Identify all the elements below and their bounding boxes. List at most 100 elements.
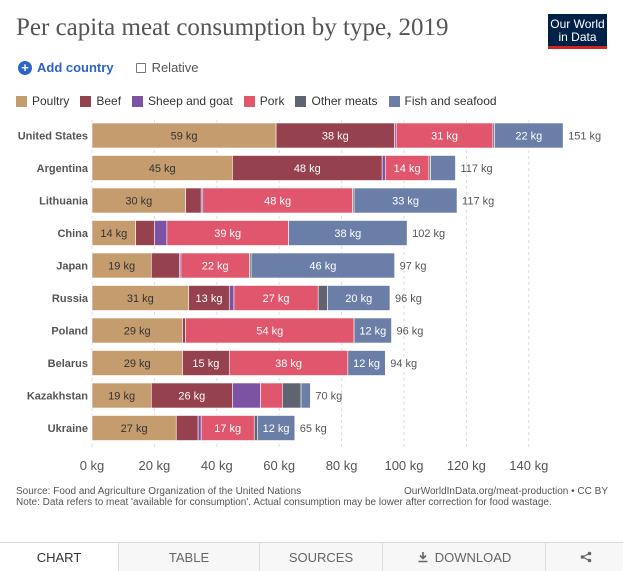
bar-segment	[347, 350, 386, 376]
bar-segment	[232, 155, 383, 181]
bar-segment	[253, 415, 258, 441]
tab-chart-label: CHART	[36, 549, 82, 565]
tab-table[interactable]: TABLE	[118, 543, 259, 571]
tab-sources[interactable]: SOURCES	[259, 543, 382, 571]
chart-footer: Source: Food and Agriculture Organizatio…	[16, 486, 608, 508]
bar-segment	[175, 415, 199, 441]
bar-segment	[288, 220, 408, 246]
data-label: 27 kg	[263, 293, 290, 305]
country-label: Poland	[51, 326, 88, 338]
bar-segment	[233, 285, 319, 311]
source-text: Source: Food and Agriculture Organizatio…	[16, 486, 302, 497]
tab-chart[interactable]: CHART	[0, 543, 118, 571]
relative-toggle[interactable]: Relative	[135, 60, 199, 75]
bar-segment	[353, 317, 392, 344]
data-label: 19 kg	[108, 391, 135, 403]
share-button[interactable]	[545, 543, 623, 571]
x-tick-label: 100 kg	[384, 458, 423, 473]
data-label: 39 kg	[214, 228, 241, 240]
x-tick-label: 0 kg	[80, 458, 105, 473]
chart-legend: Poultry Beef Sheep and goat Pork Other meats…	[16, 94, 508, 108]
x-tick-label: 140 kg	[509, 458, 548, 473]
data-label: 14 kg	[100, 228, 127, 240]
bar-segment	[91, 122, 277, 149]
data-label: 12 kg	[359, 326, 386, 338]
data-label: 48 kg	[294, 163, 321, 175]
data-label: 30 kg	[125, 196, 152, 208]
data-label: 29 kg	[124, 326, 151, 338]
data-label: 29 kg	[124, 358, 151, 370]
total-label: 70 kg	[315, 391, 342, 403]
stacked-bar-chart: United States 59 kg 38 kg 31 kg 22 kg 151 kg A…	[18, 120, 601, 473]
legend-item-fish-and-seafood[interactable]: Fish and seafood	[388, 94, 497, 108]
bar-segment	[282, 382, 302, 409]
chart-controls: + Add country Relative	[18, 60, 199, 75]
total-label: 96 kg	[395, 293, 422, 305]
owid-logo[interactable]: Our World in Data	[548, 14, 607, 49]
legend-item-sheep-and-goat[interactable]: Sheep and goat	[132, 94, 233, 108]
bar-segment	[150, 252, 180, 279]
bar-segment	[182, 350, 230, 376]
country-label: Kazakhstan	[27, 391, 88, 403]
bar-segment	[395, 122, 494, 149]
data-label: 27 kg	[121, 423, 148, 435]
total-label: 96 kg	[397, 326, 424, 338]
x-tick-label: 60 kg	[263, 458, 295, 473]
total-label: 97 kg	[400, 261, 427, 273]
legend-label: Poultry	[32, 94, 70, 108]
bar-segment	[260, 382, 283, 409]
source-url[interactable]: OurWorldInData.org/meat-production • CC …	[404, 486, 608, 497]
legend-swatch	[16, 95, 27, 107]
data-label: 17 kg	[214, 423, 241, 435]
bar-segment	[228, 285, 235, 311]
bar-segment	[182, 317, 186, 344]
legend-swatch	[80, 95, 92, 107]
tab-download[interactable]: DOWNLOAD	[382, 543, 545, 571]
legend-label: Pork	[259, 94, 285, 108]
bar-segment	[91, 317, 183, 344]
legend-item-beef[interactable]: Beef	[80, 94, 121, 108]
bar-segment	[166, 220, 289, 246]
bar-segment	[91, 220, 136, 246]
data-label: 46 kg	[309, 261, 336, 273]
tab-download-label: DOWNLOAD	[434, 549, 512, 565]
data-label: 12 kg	[263, 423, 290, 435]
bar-segment	[91, 382, 152, 409]
country-label: United States	[18, 131, 88, 143]
add-country-label: Add country	[37, 60, 114, 75]
bar-segment	[202, 187, 353, 214]
data-label: 13 kg	[196, 293, 223, 305]
bar-segment	[185, 187, 202, 214]
country-label: Belarus	[48, 358, 88, 370]
total-label: 65 kg	[300, 423, 327, 435]
legend-label: Sheep and goat	[148, 94, 233, 108]
data-label: 45 kg	[149, 163, 176, 175]
add-country-button[interactable]: + Add country	[18, 60, 114, 75]
legend-item-pork[interactable]: Pork	[243, 94, 285, 108]
total-label: 117 kg	[462, 196, 494, 208]
data-label: 15 kg	[192, 358, 219, 370]
country-label: Japan	[56, 261, 88, 273]
legend-swatch	[388, 95, 400, 107]
share-icon	[580, 551, 592, 563]
data-label: 22 kg	[202, 261, 229, 273]
legend-swatch	[295, 95, 307, 107]
x-tick-label: 80 kg	[326, 458, 358, 473]
relative-label: Relative	[151, 60, 199, 75]
bar-segment	[317, 285, 328, 311]
logo-line-2: in Data	[558, 30, 597, 44]
bar-segment	[384, 155, 430, 181]
data-label: 31 kg	[431, 131, 458, 143]
bar-segment	[185, 317, 355, 344]
checkbox-icon	[135, 62, 146, 73]
legend-item-other-meats[interactable]: Other meats	[295, 94, 378, 108]
data-label: 20 kg	[345, 293, 372, 305]
country-label: Lithuania	[39, 196, 89, 208]
data-label: 26 kg	[178, 391, 205, 403]
bar-segment	[91, 252, 152, 279]
bar-segment	[188, 285, 230, 311]
bar-segment	[257, 415, 296, 441]
legend-item-poultry[interactable]: Poultry	[16, 94, 69, 108]
country-label: China	[57, 228, 88, 240]
bar-segment	[327, 285, 391, 311]
